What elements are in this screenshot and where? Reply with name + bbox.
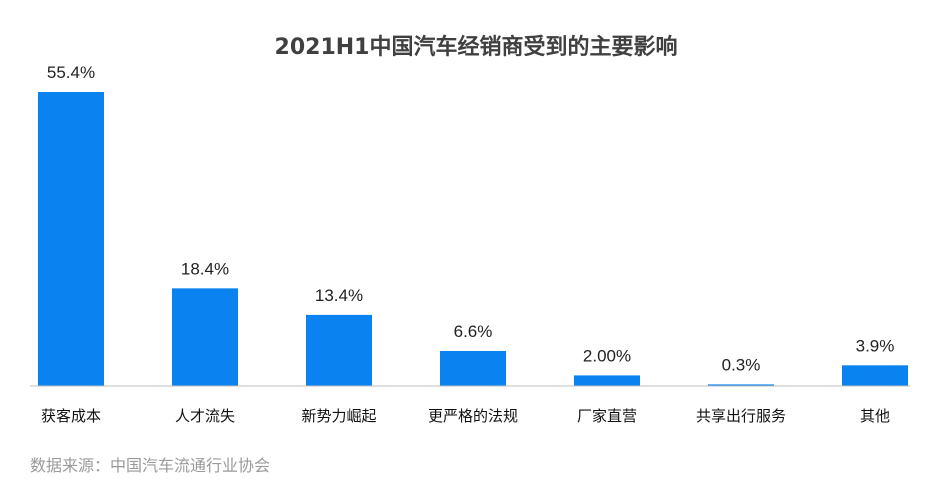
category-label-7: 其他: [860, 407, 890, 425]
value-label-6: 0.3%: [722, 355, 761, 374]
bar-5: [574, 375, 640, 386]
bar-4: [440, 350, 506, 386]
category-labels-group: 获客成本 人才流失 新势力崛起 更严格的法规 厂家直营 共享出行服务 其他: [41, 407, 890, 425]
value-label-7: 3.9%: [856, 336, 895, 355]
value-label-3: 13.4%: [315, 286, 363, 305]
category-label-6: 共享出行服务: [696, 407, 786, 425]
bar-2: [172, 288, 238, 386]
value-labels-group: 55.4% 18.4% 13.4% 6.6% 2.00% 0.3% 3.9%: [47, 63, 894, 374]
bars-group: [38, 92, 908, 386]
category-label-5: 厂家直营: [577, 407, 637, 425]
bar-7: [842, 365, 908, 386]
value-label-1: 55.4%: [47, 63, 95, 82]
category-label-4: 更严格的法规: [428, 407, 518, 425]
chart-title: 2021H1中国汽车经销商受到的主要影响: [275, 34, 678, 60]
bar-3: [306, 314, 372, 386]
value-label-4: 6.6%: [454, 322, 493, 341]
value-label-2: 18.4%: [181, 259, 229, 278]
source-note: 数据来源：中国汽车流通行业协会: [30, 456, 270, 475]
category-label-1: 获客成本: [41, 407, 101, 425]
value-label-5: 2.00%: [583, 346, 631, 365]
category-label-2: 人才流失: [175, 407, 235, 425]
category-label-3: 新势力崛起: [301, 407, 376, 425]
bar-6: [708, 384, 774, 386]
bar-1: [38, 92, 104, 386]
